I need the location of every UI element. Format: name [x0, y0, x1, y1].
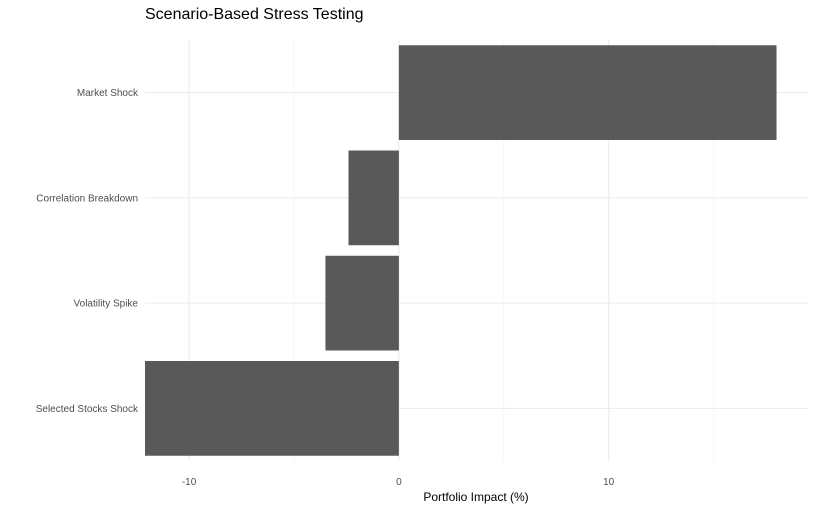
y-tick-label: Selected Stocks Shock [36, 404, 139, 415]
x-tick-label: -10 [182, 477, 197, 488]
y-tick-label: Volatility Spike [74, 299, 139, 310]
x-axis-title: Portfolio Impact (%) [423, 490, 528, 504]
y-tick-label: Market Shock [77, 88, 139, 99]
bar [325, 255, 399, 351]
bar [348, 150, 399, 246]
labels-layer: Market Shock Correlation Breakdown Volatil… [36, 88, 615, 488]
bar [145, 361, 399, 456]
bars-layer [145, 45, 777, 456]
x-tick-label: 10 [603, 477, 615, 488]
bar [398, 45, 777, 140]
y-tick-label: Correlation Breakdown [36, 193, 138, 204]
x-tick-label: 0 [396, 477, 402, 488]
chart-title: Scenario-Based Stress Testing [145, 6, 363, 23]
